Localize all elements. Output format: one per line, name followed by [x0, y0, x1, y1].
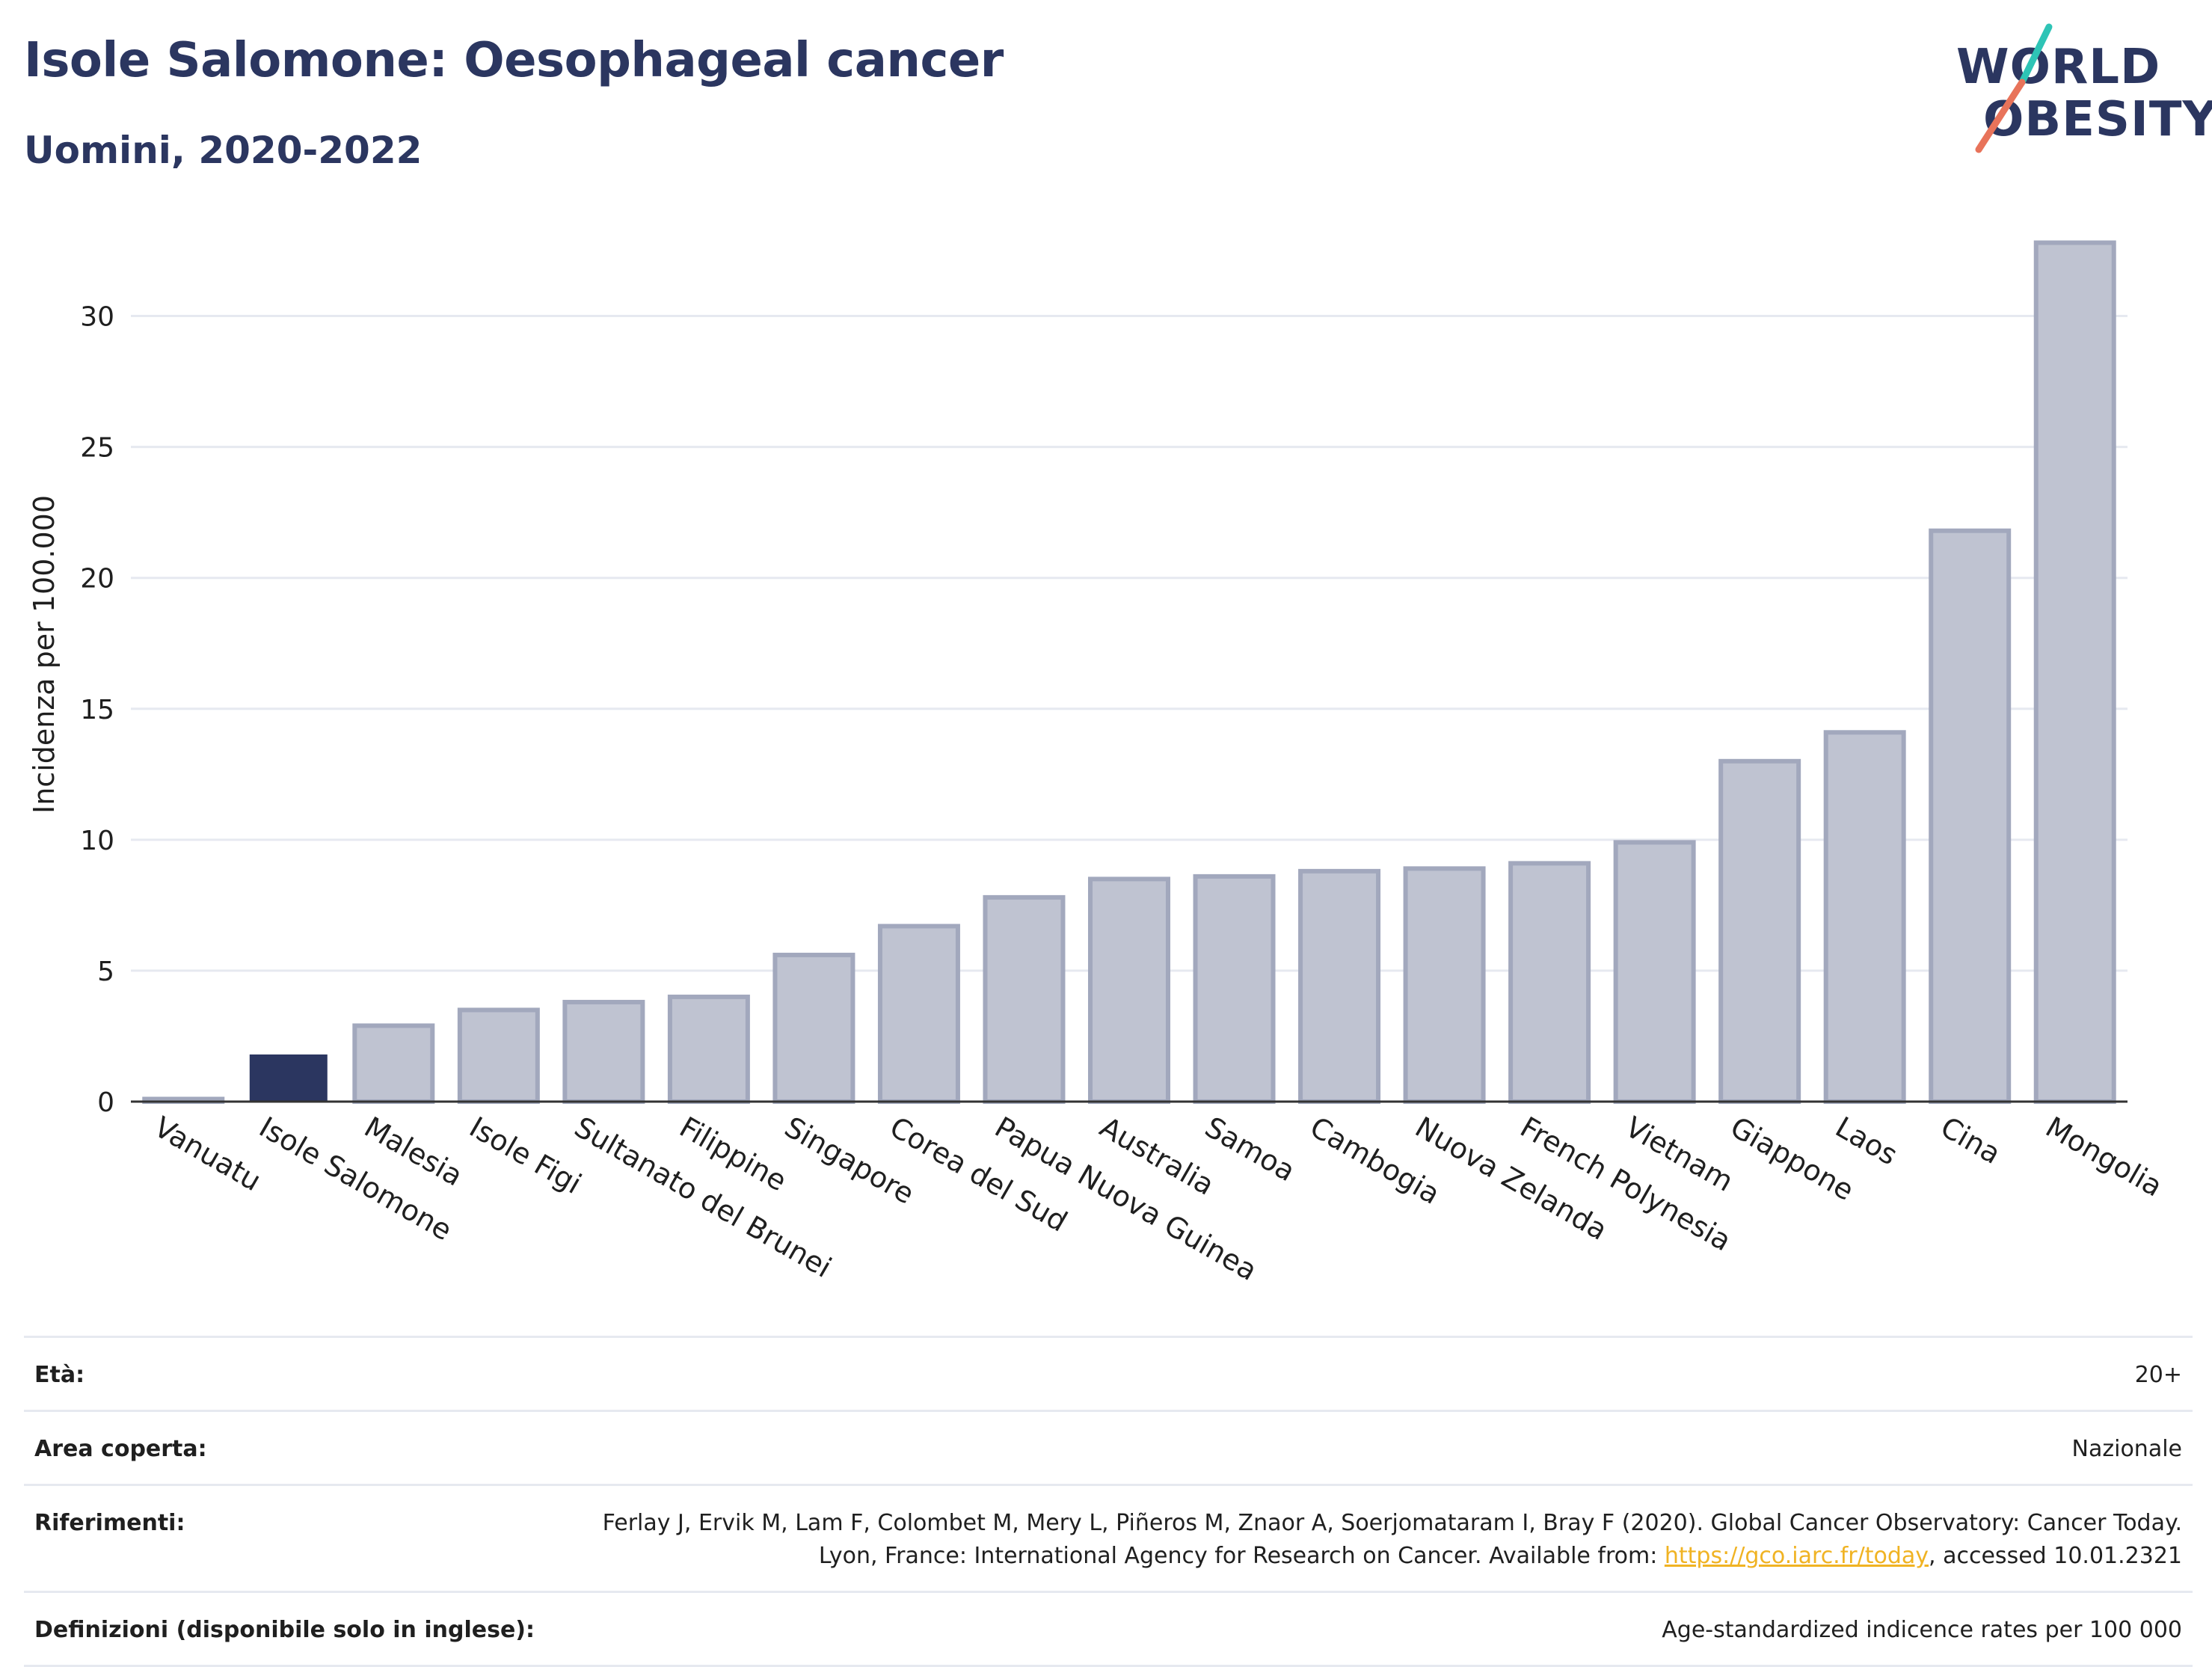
info-row-riferimenti: Riferimenti: Ferlay J, Ervik M, Lam F, C…: [24, 1484, 2193, 1591]
area-label: Area coperta:: [34, 1436, 207, 1462]
bars: [142, 240, 2116, 1105]
def-value: Age-standardized indicence rates per 100…: [1662, 1617, 2182, 1643]
x-tick-label: Corea del Sud: [884, 1111, 1072, 1238]
logo-line-1: WORLD: [1956, 40, 2161, 95]
bar-vietnam[interactable]: [1613, 840, 1696, 1104]
y-axis-label: Incidenza per 100.000: [28, 495, 61, 814]
ref-text-1: Ferlay J, Ervik M, Lam F, Colombet M, Me…: [602, 1510, 2182, 1569]
ref-label: Riferimenti:: [34, 1510, 185, 1536]
def-label: Definizioni (disponibile solo in inglese…: [34, 1617, 535, 1643]
bar-cina[interactable]: [1929, 528, 2012, 1104]
y-tick-label: 0: [97, 1087, 114, 1118]
bar-malesia[interactable]: [352, 1023, 435, 1104]
bar-isole-figi[interactable]: [457, 1007, 540, 1104]
bar-corea-del-sud[interactable]: [877, 924, 960, 1105]
bar-samoa[interactable]: [1193, 874, 1276, 1104]
x-tick-label: Laos: [1830, 1111, 1903, 1172]
x-tick-label: Cina: [1935, 1111, 2006, 1170]
bar-filippine[interactable]: [667, 994, 750, 1105]
chart-title: Isole Salomone: Oesophageal cancer: [24, 33, 1004, 88]
bar-giappone[interactable]: [1718, 758, 1801, 1104]
chart-subtitle: Uomini, 2020-2022: [24, 129, 423, 172]
info-row-eta: Età: 20+: [24, 1336, 2193, 1410]
ref-text-2: , accessed 10.01.2321: [1929, 1543, 2182, 1569]
logo-slash-icon: [1975, 23, 2053, 153]
eta-value: 20+: [2134, 1362, 2182, 1388]
bar-laos[interactable]: [1823, 730, 1906, 1104]
ref-link[interactable]: https://gco.iarc.fr/today: [1664, 1543, 1929, 1569]
y-tick-label: 25: [80, 433, 114, 464]
bar-singapore[interactable]: [772, 952, 855, 1105]
x-tick-label: Isole Salomone: [254, 1111, 457, 1247]
info-table: Età: 20+ Area coperta: Nazionale Riferim…: [24, 1336, 2193, 1667]
bar-cambogia[interactable]: [1298, 868, 1381, 1104]
bar-nuova-zelanda[interactable]: [1403, 866, 1486, 1105]
x-tick-label: Mongolia: [2040, 1111, 2168, 1203]
info-row-definizioni: Definizioni (disponibile solo in inglese…: [24, 1591, 2193, 1667]
bar-papua-nuova-guinea[interactable]: [983, 894, 1066, 1105]
bar-sultanato-del-brunei[interactable]: [562, 999, 645, 1104]
bar-french-polynesia[interactable]: [1508, 861, 1591, 1105]
y-tick-label: 20: [80, 564, 114, 595]
eta-label: Età:: [34, 1362, 85, 1388]
x-tick-label: Isole Figi: [464, 1111, 587, 1200]
area-value: Nazionale: [2071, 1436, 2182, 1462]
bar-isole-salomone[interactable]: [249, 1054, 328, 1102]
logo-line-2: OBESITY: [1983, 92, 2212, 147]
bar-australia[interactable]: [1088, 877, 1170, 1104]
y-tick-label: 15: [80, 695, 114, 725]
ref-value: Ferlay J, Ervik M, Lam F, Colombet M, Me…: [574, 1507, 2182, 1573]
bar-mongolia[interactable]: [2033, 240, 2116, 1104]
info-row-area: Area coperta: Nazionale: [24, 1410, 2193, 1484]
y-tick-label: 10: [80, 826, 114, 856]
y-tick-label: 5: [97, 957, 114, 987]
y-tick-label: 30: [80, 302, 114, 333]
x-tick-label: Vanuatu: [149, 1111, 267, 1197]
world-obesity-logo: WORLD OBESITY: [1944, 21, 2212, 163]
